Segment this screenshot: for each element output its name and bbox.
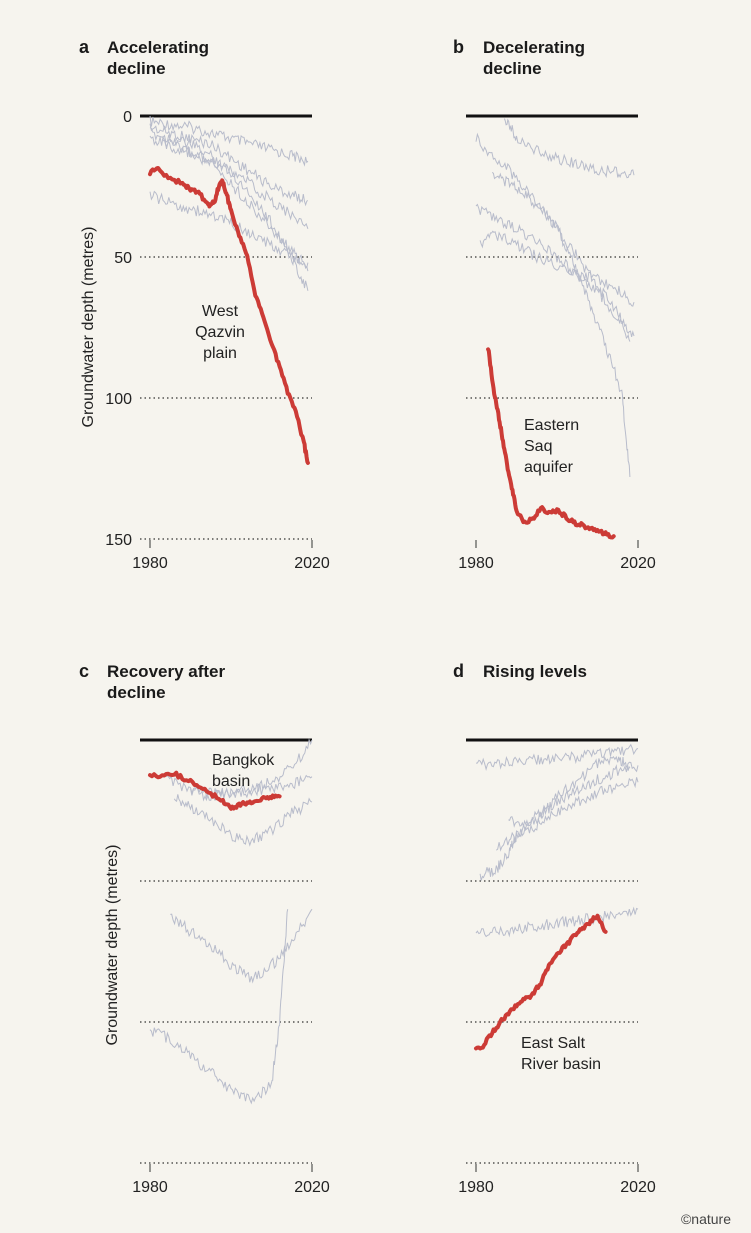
well-series-line: [190, 774, 313, 799]
panel-b: b Decelerating decline 1980 2020 Eastern Saq aq…: [453, 37, 656, 572]
well-series-line: [479, 755, 631, 881]
well-series-line: [495, 777, 639, 852]
panel-c: c Recovery after decline 1980 2020 Groundwate…: [79, 661, 330, 1196]
panel-title-line: Rising levels: [483, 662, 587, 681]
panel-title: Accelerating decline: [107, 38, 209, 78]
highlight-series-line: [148, 166, 310, 465]
well-series-line: [475, 132, 635, 338]
y-axis-label: Groundwater depth (metres): [80, 227, 97, 428]
panel-d: d Rising levels 1980 2020 East Salt River bas…: [453, 661, 656, 1196]
well-series-line: [173, 794, 313, 847]
annotation-line: plain: [203, 345, 237, 362]
annotation-line: Eastern: [524, 417, 579, 434]
y-axis-label: Groundwater depth (metres): [104, 845, 121, 1046]
x-tick-label: 1980: [132, 1179, 168, 1196]
x-tick-label: 1980: [458, 1179, 494, 1196]
annotation-line: West: [202, 303, 239, 320]
panel-title: Recovery after decline: [107, 662, 226, 702]
highlight-series-line: [474, 913, 608, 1051]
well-series-line: [149, 190, 309, 269]
panel-letter: c: [79, 661, 89, 681]
well-series-line: [508, 761, 639, 828]
panel-title: Rising levels: [483, 662, 587, 681]
highlight-annotation: Eastern Saq aquifer: [524, 417, 579, 476]
annotation-line: basin: [212, 773, 250, 790]
well-series-line: [475, 906, 639, 938]
annotation-line: East Salt: [521, 1035, 586, 1052]
well-series-line: [479, 230, 635, 307]
y-tick-label: 50: [114, 250, 132, 267]
well-series-line: [166, 738, 313, 802]
nature-credit: ©nature: [681, 1211, 731, 1227]
highlight-series-line: [148, 770, 282, 811]
annotation-line: Qazvin: [195, 324, 245, 341]
well-series-line: [475, 743, 639, 771]
panel-letter: a: [79, 37, 90, 57]
well-series-line: [170, 908, 313, 984]
well-series-line: [491, 172, 631, 478]
well-series-line: [149, 123, 309, 207]
panel-title-line: Decelerating: [483, 38, 585, 57]
highlight-annotation: East Salt River basin: [521, 1035, 601, 1073]
y-tick-label: 0: [123, 109, 132, 126]
well-series-line: [149, 115, 309, 167]
x-tick-label: 2020: [620, 555, 656, 572]
y-tick-label: 150: [105, 532, 132, 549]
x-tick-label: 2020: [294, 555, 330, 572]
panel-title-line: decline: [107, 59, 166, 78]
x-tick-label: 2020: [294, 1179, 330, 1196]
panel-title-line: Recovery after: [107, 662, 226, 681]
panel-letter: b: [453, 37, 464, 57]
x-tick-label: 1980: [458, 555, 494, 572]
well-series-line: [149, 135, 309, 272]
highlight-annotation: Bangkok basin: [212, 752, 275, 790]
x-tick-label: 1980: [132, 555, 168, 572]
y-tick-label: 100: [105, 391, 132, 408]
well-series-line: [149, 909, 289, 1105]
annotation-line: aquifer: [524, 459, 574, 476]
panel-title-line: decline: [483, 59, 542, 78]
panel-title: Decelerating decline: [483, 38, 585, 78]
highlight-series-line: [486, 347, 616, 540]
annotation-line: River basin: [521, 1056, 601, 1073]
panel-title-line: decline: [107, 683, 166, 702]
panel-letter: d: [453, 661, 464, 681]
annotation-line: Bangkok: [212, 752, 275, 769]
panel-title-line: Accelerating: [107, 38, 209, 57]
x-tick-label: 2020: [620, 1179, 656, 1196]
highlight-annotation: West Qazvin plain: [195, 303, 245, 362]
well-series-line: [503, 118, 635, 179]
annotation-line: Saq: [524, 438, 552, 455]
well-series-line: [161, 138, 309, 229]
well-series-line: [475, 203, 631, 342]
